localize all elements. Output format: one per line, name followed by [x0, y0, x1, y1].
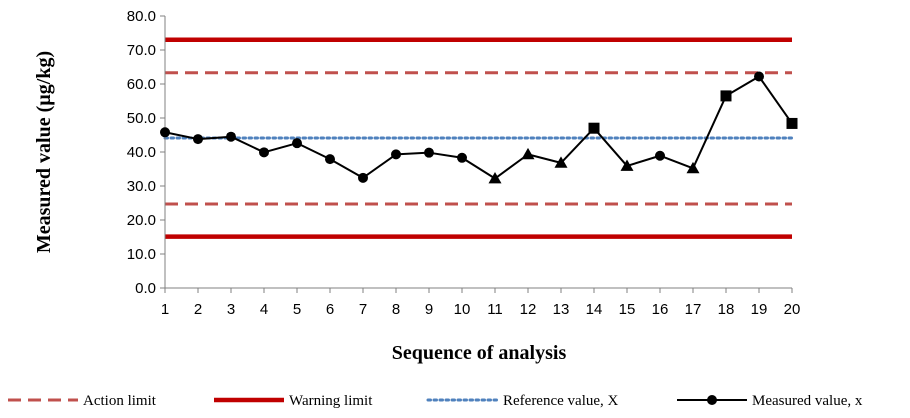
x-tick-label: 5	[293, 301, 301, 318]
data-point-triangle-17	[686, 161, 700, 174]
y-tick-label: 0.0	[135, 280, 156, 297]
data-point-circle-7	[358, 172, 368, 183]
x-tick-label: 11	[487, 301, 503, 318]
y-tick-label: 20.0	[127, 212, 156, 229]
y-tick-label: 60.0	[127, 76, 156, 93]
x-tick-label: 9	[425, 301, 433, 318]
data-point-square-20	[786, 117, 798, 129]
x-tick-label: 13	[553, 301, 570, 318]
data-point-circle-10	[457, 152, 467, 163]
data-point-square-14	[588, 122, 600, 134]
x-tick-label: 18	[718, 301, 735, 318]
x-tick-label: 6	[326, 301, 334, 318]
y-axis-title: Measured value (µg/kg)	[33, 51, 55, 253]
y-tick-label: 30.0	[127, 178, 156, 195]
legend-item-reference-value: Reference value, X	[426, 393, 619, 409]
data-point-circle-6	[325, 154, 335, 165]
legend-label: Action limit	[83, 393, 157, 409]
data-point-triangle-11	[488, 172, 502, 184]
x-tick-label: 19	[751, 301, 768, 318]
y-tick-label: 80.0	[127, 8, 156, 25]
x-tick-label: 2	[194, 301, 202, 318]
x-tick-label: 16	[652, 301, 669, 318]
reference-lines	[163, 37, 794, 239]
x-tick-label: 17	[685, 301, 702, 318]
data-point-triangle-13	[554, 156, 568, 168]
data-point-circle-9	[424, 147, 434, 158]
x-tick-label: 3	[227, 301, 235, 318]
series-line-measured-value	[164, 75, 793, 180]
x-tick-label: 8	[392, 301, 400, 318]
data-point-circle-8	[391, 149, 401, 160]
y-tick-labels: 0.0 10.0 20.0 30.0 40.0 50.0 60.0 70.0 80.0	[127, 8, 165, 297]
legend-swatch-marker	[707, 395, 717, 405]
x-tick-label: 14	[586, 301, 603, 318]
x-tick-label: 10	[454, 301, 471, 318]
data-point-circle-1	[160, 127, 170, 138]
x-tick-label: 4	[260, 301, 268, 318]
data-point-circle-16	[655, 150, 665, 161]
y-tick-label: 40.0	[127, 144, 156, 161]
data-point-circle-4	[259, 147, 269, 158]
legend-item-action-limit: Action limit	[8, 393, 157, 409]
data-point-circle-3	[226, 131, 236, 142]
legend-label: Warning limit	[289, 393, 373, 409]
data-point-triangle-15	[620, 159, 634, 171]
y-tick-label: 50.0	[127, 110, 156, 127]
x-tick-label: 1	[161, 301, 169, 318]
x-tick-label: 7	[359, 301, 367, 318]
x-axis-title: Sequence of analysis	[392, 342, 567, 364]
data-point-circle-2	[193, 134, 203, 145]
x-tick-label: 20	[784, 301, 801, 318]
legend-label: Reference value, X	[503, 393, 619, 409]
y-tick-label: 10.0	[127, 246, 156, 263]
data-point-triangle-12	[521, 147, 535, 160]
x-tick-label: 15	[619, 301, 636, 318]
data-point-square-18	[720, 90, 732, 102]
series-measured-value	[160, 71, 798, 184]
data-point-circle-19	[754, 71, 764, 82]
x-tick-label: 12	[520, 301, 537, 318]
legend: Action limit Warning limit Reference value…	[8, 393, 863, 409]
legend-item-warning-limit: Warning limit	[214, 393, 373, 409]
x-tick-labels: 1 2 3 4 5 6 7 8 9 10 11 12 13 14 15 16 17 18 19 20	[161, 288, 801, 318]
legend-item-measured-value: Measured value, x	[677, 393, 863, 409]
legend-label: Measured value, x	[752, 393, 863, 409]
y-tick-label: 70.0	[127, 42, 156, 59]
data-point-circle-5	[292, 138, 302, 149]
